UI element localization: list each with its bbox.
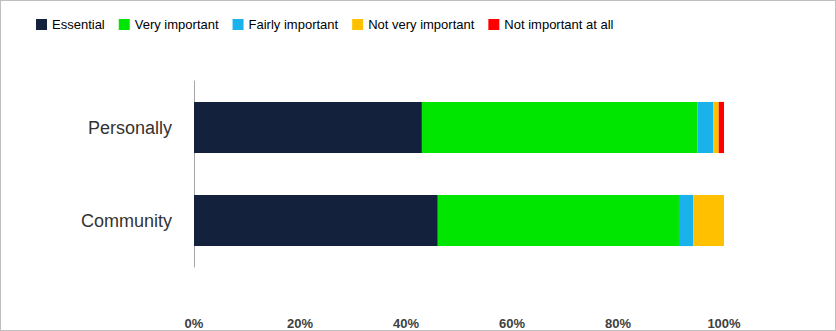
svg-text:Not very important: Not very important — [368, 17, 475, 32]
svg-text:Essential: Essential — [52, 17, 105, 32]
svg-text:40%: 40% — [393, 316, 419, 330]
svg-text:Very important: Very important — [135, 17, 219, 32]
svg-text:Personally: Personally — [88, 118, 172, 138]
svg-text:60%: 60% — [499, 316, 525, 330]
svg-text:100%: 100% — [707, 316, 741, 330]
svg-text:20%: 20% — [287, 316, 313, 330]
svg-text:Fairly important: Fairly important — [249, 17, 339, 32]
svg-text:Community: Community — [81, 211, 172, 231]
svg-text:80%: 80% — [605, 316, 631, 330]
svg-text:Not important at all: Not important at all — [504, 17, 613, 32]
svg-text:0%: 0% — [185, 316, 204, 330]
